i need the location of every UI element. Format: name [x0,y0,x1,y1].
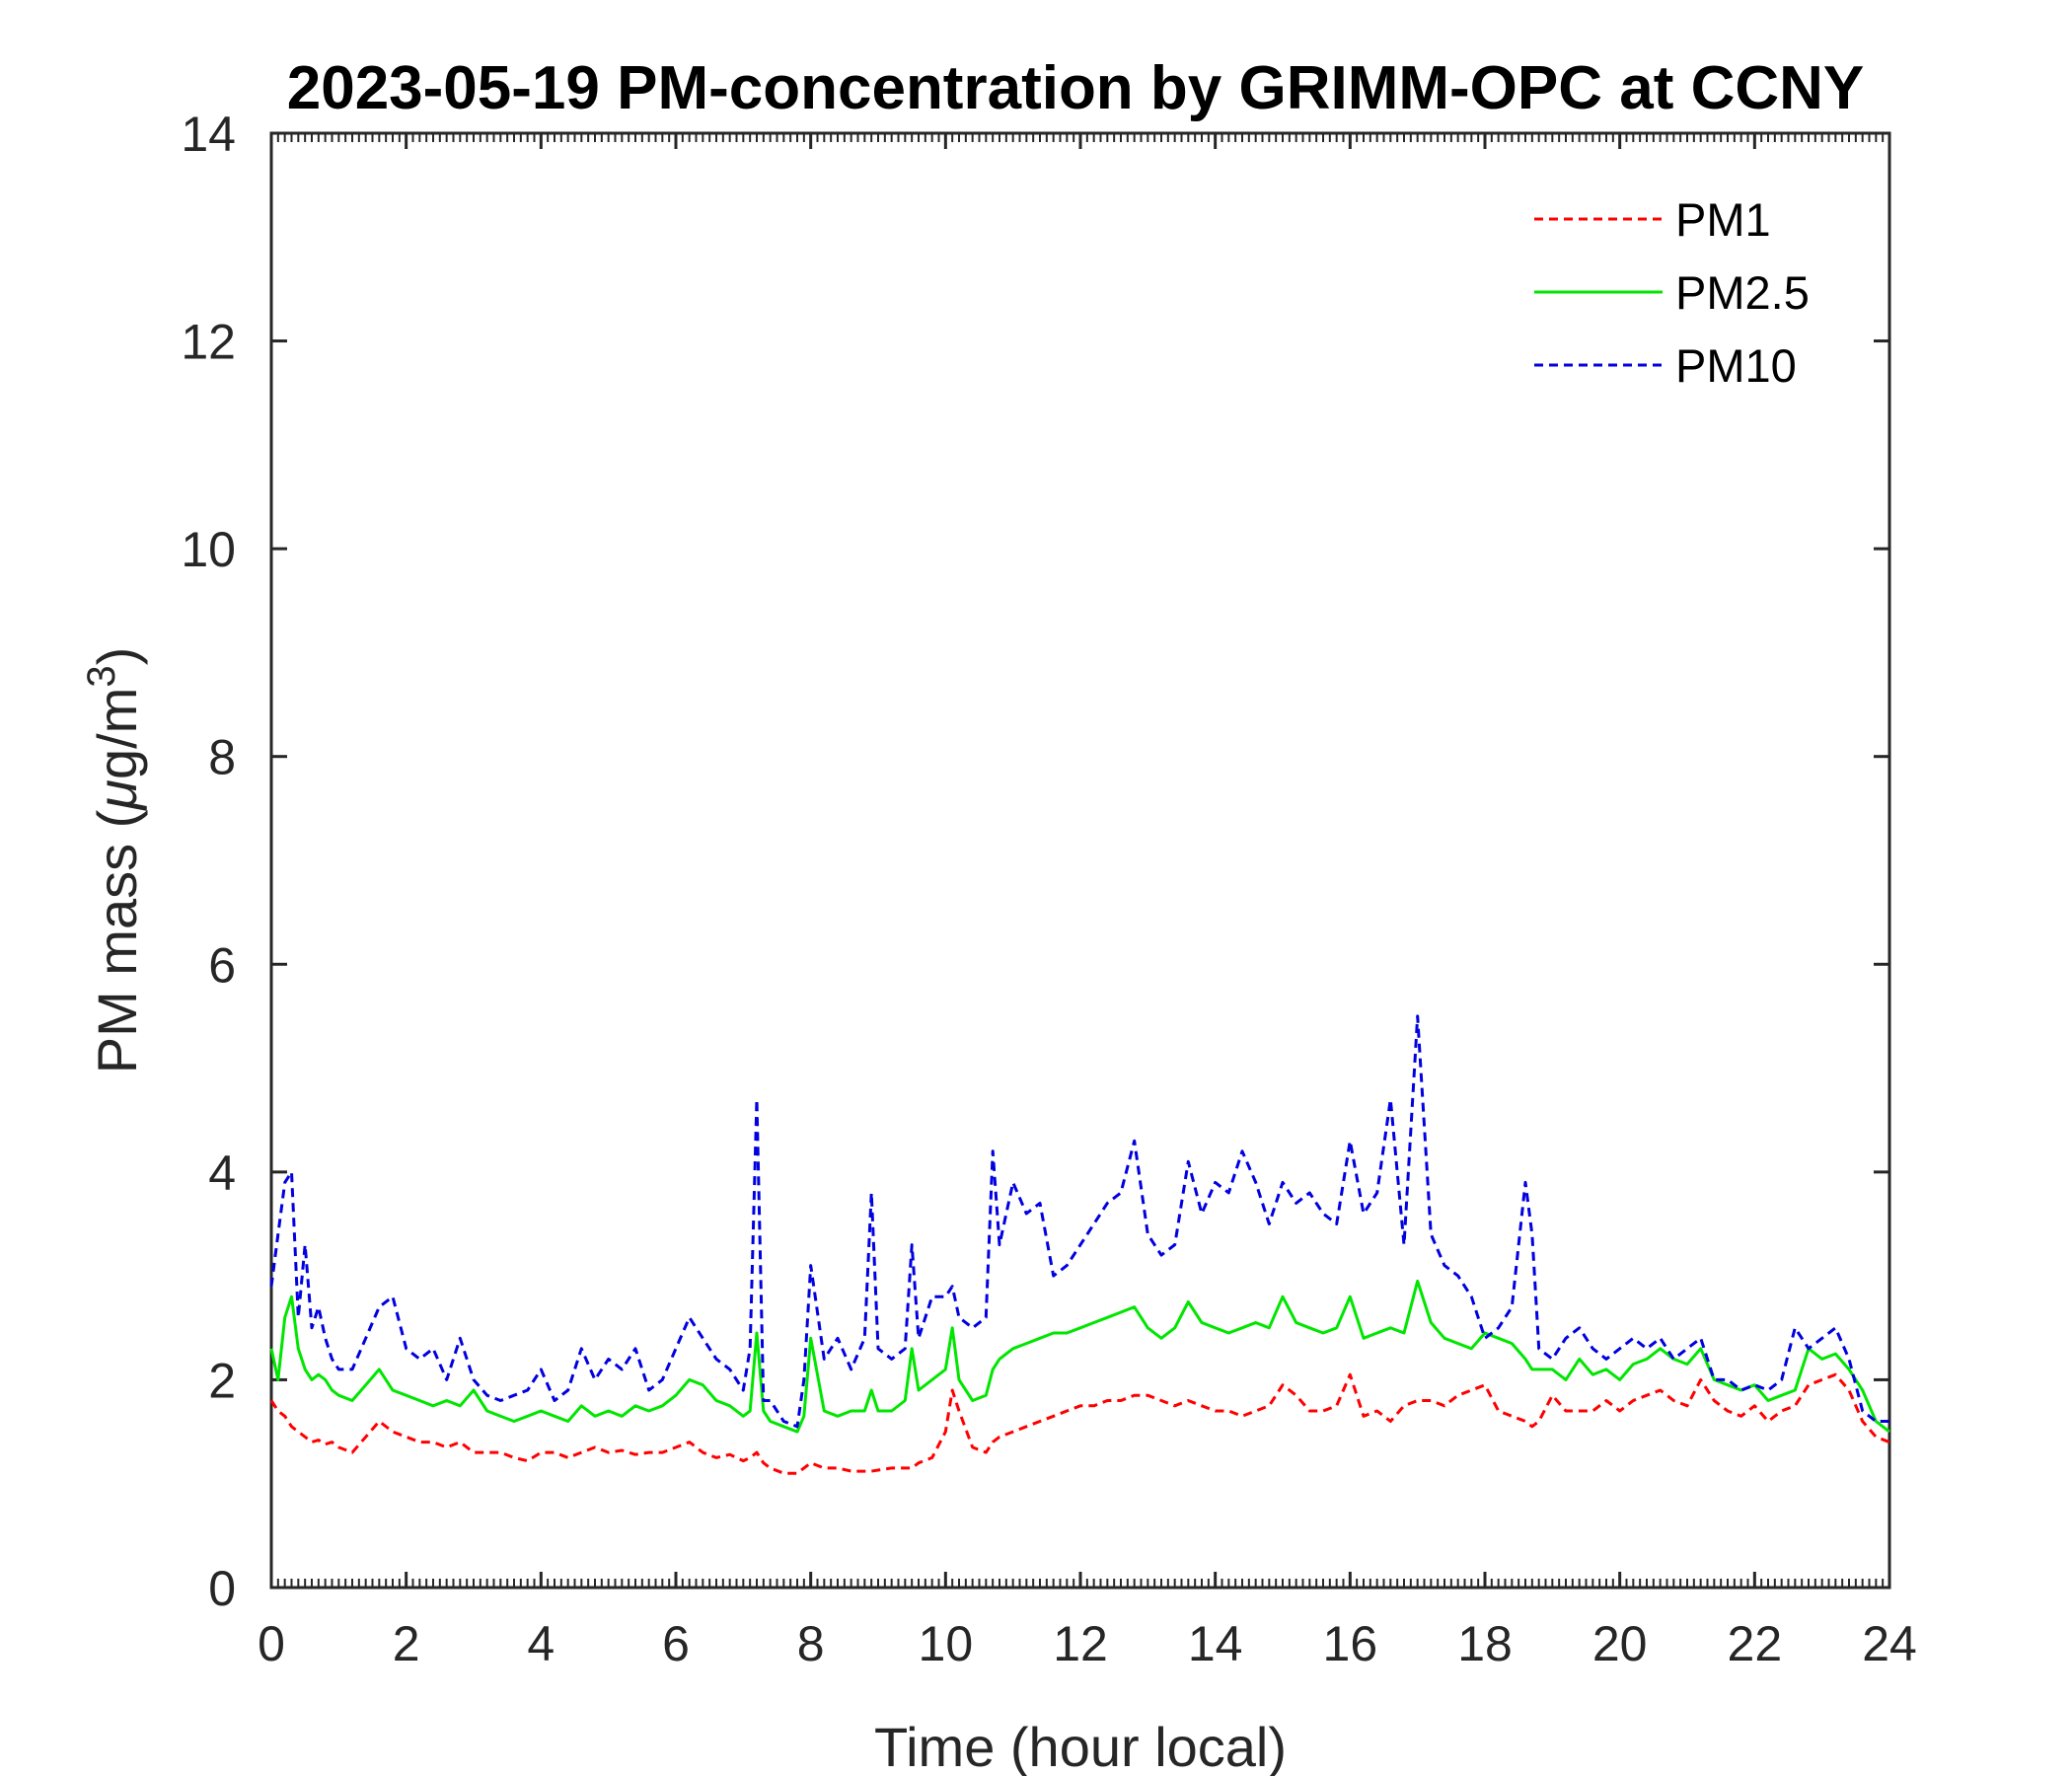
y-axis-label-prefix: PM mass ( [86,809,148,1073]
y-axis-label-superscript: 3 [80,665,123,687]
chart-title: 2023-05-19 PM-concentration by GRIMM-OPC… [287,54,1865,122]
series-lines [269,1014,1890,1475]
y-tick-label: 4 [208,1146,236,1201]
y-tick-label: 0 [208,1561,236,1616]
x-tick-label: 16 [1323,1616,1378,1671]
y-axis-label-unit: g/m [86,688,148,779]
legend: PM1 PM2.5 PM10 [1534,193,1810,392]
series-line-pm25 [269,1279,1890,1434]
x-tick-label: 24 [1862,1616,1917,1671]
x-tick-label: 0 [258,1616,285,1671]
series-line-pm10 [269,1014,1889,1429]
major-ticks [269,131,1891,1590]
y-tick-label: 14 [181,107,236,162]
y-tick-label: 12 [181,315,236,370]
y-tick-labels: 0 2 4 6 8 10 12 14 [181,107,236,1616]
x-axis-label: Time (hour local) [874,1716,1287,1776]
y-axis-label-mu: μ [86,779,148,812]
y-tick-label: 10 [181,522,236,577]
legend-label-pm1: PM1 [1675,193,1771,246]
legend-label-pm10: PM10 [1675,339,1797,392]
y-tick-label: 8 [208,730,236,785]
x-tick-label: 22 [1728,1616,1783,1671]
x-tick-label: 14 [1188,1616,1243,1671]
x-tick-label: 18 [1457,1616,1513,1671]
x-tick-label: 10 [919,1616,974,1671]
legend-label-pm25: PM2.5 [1675,266,1810,319]
y-axis-label-suffix: ) [86,647,148,666]
x-tick-label: 2 [393,1616,420,1671]
x-tick-label: 8 [797,1616,825,1671]
x-tick-labels: 0 2 4 6 8 10 12 14 16 18 20 22 24 [258,1616,1917,1671]
x-tick-label: 6 [662,1616,690,1671]
y-tick-label: 6 [208,937,236,993]
y-tick-label: 2 [208,1353,236,1408]
x-tick-label: 20 [1592,1616,1648,1671]
x-tick-label: 12 [1053,1616,1108,1671]
minor-ticks [270,133,1890,1588]
x-tick-label: 4 [527,1616,555,1671]
series-line-pm1 [269,1372,1890,1475]
y-axis-label: PM mass (μg/m3) [80,647,148,1074]
plot-area-frame [269,131,1891,1590]
